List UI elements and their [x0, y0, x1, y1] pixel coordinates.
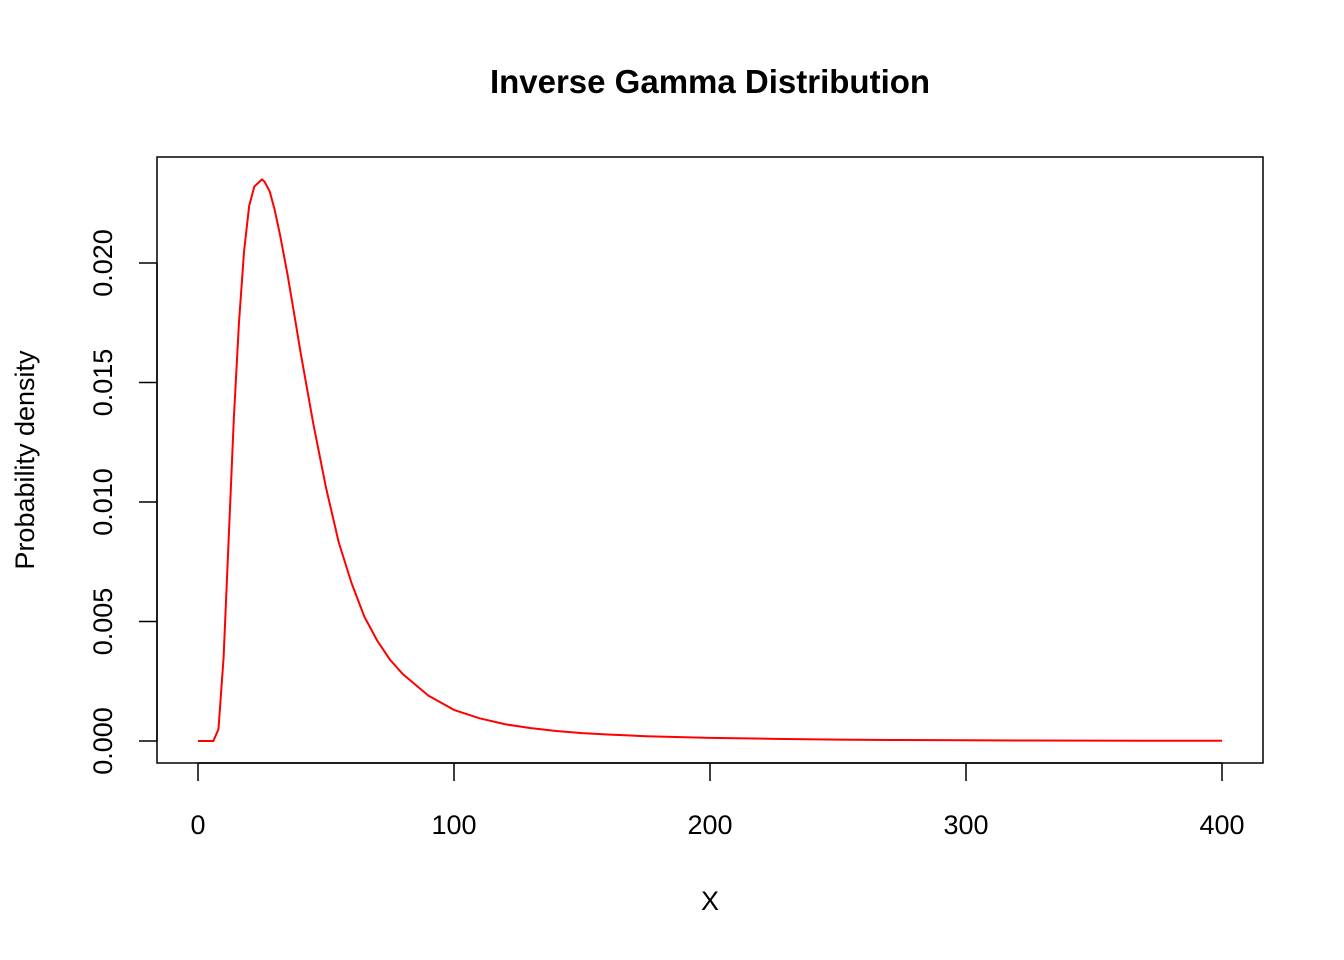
x-tick-label: 300: [943, 810, 988, 840]
y-tick-label: 0.015: [88, 349, 118, 417]
chart-title: Inverse Gamma Distribution: [490, 63, 930, 100]
plot-lines: [198, 178, 1223, 742]
x-axis: 0 100 200 300 400: [190, 762, 1245, 840]
x-axis-label: X: [701, 886, 719, 916]
density-line: [198, 178, 1223, 742]
y-tick-label: 0.000: [88, 707, 118, 775]
x-tick-label: 0: [190, 810, 205, 840]
y-axis-label: Probability density: [10, 350, 40, 570]
x-tick-label: 400: [1199, 810, 1244, 840]
y-tick-label: 0.020: [88, 229, 118, 297]
y-tick-label: 0.010: [88, 468, 118, 536]
plot-frame: [156, 156, 1264, 764]
y-tick-label: 0.005: [88, 588, 118, 656]
y-axis: 0.000 0.005 0.010 0.015 0.020: [88, 229, 158, 775]
x-tick-label: 200: [687, 810, 732, 840]
x-tick-label: 100: [431, 810, 476, 840]
